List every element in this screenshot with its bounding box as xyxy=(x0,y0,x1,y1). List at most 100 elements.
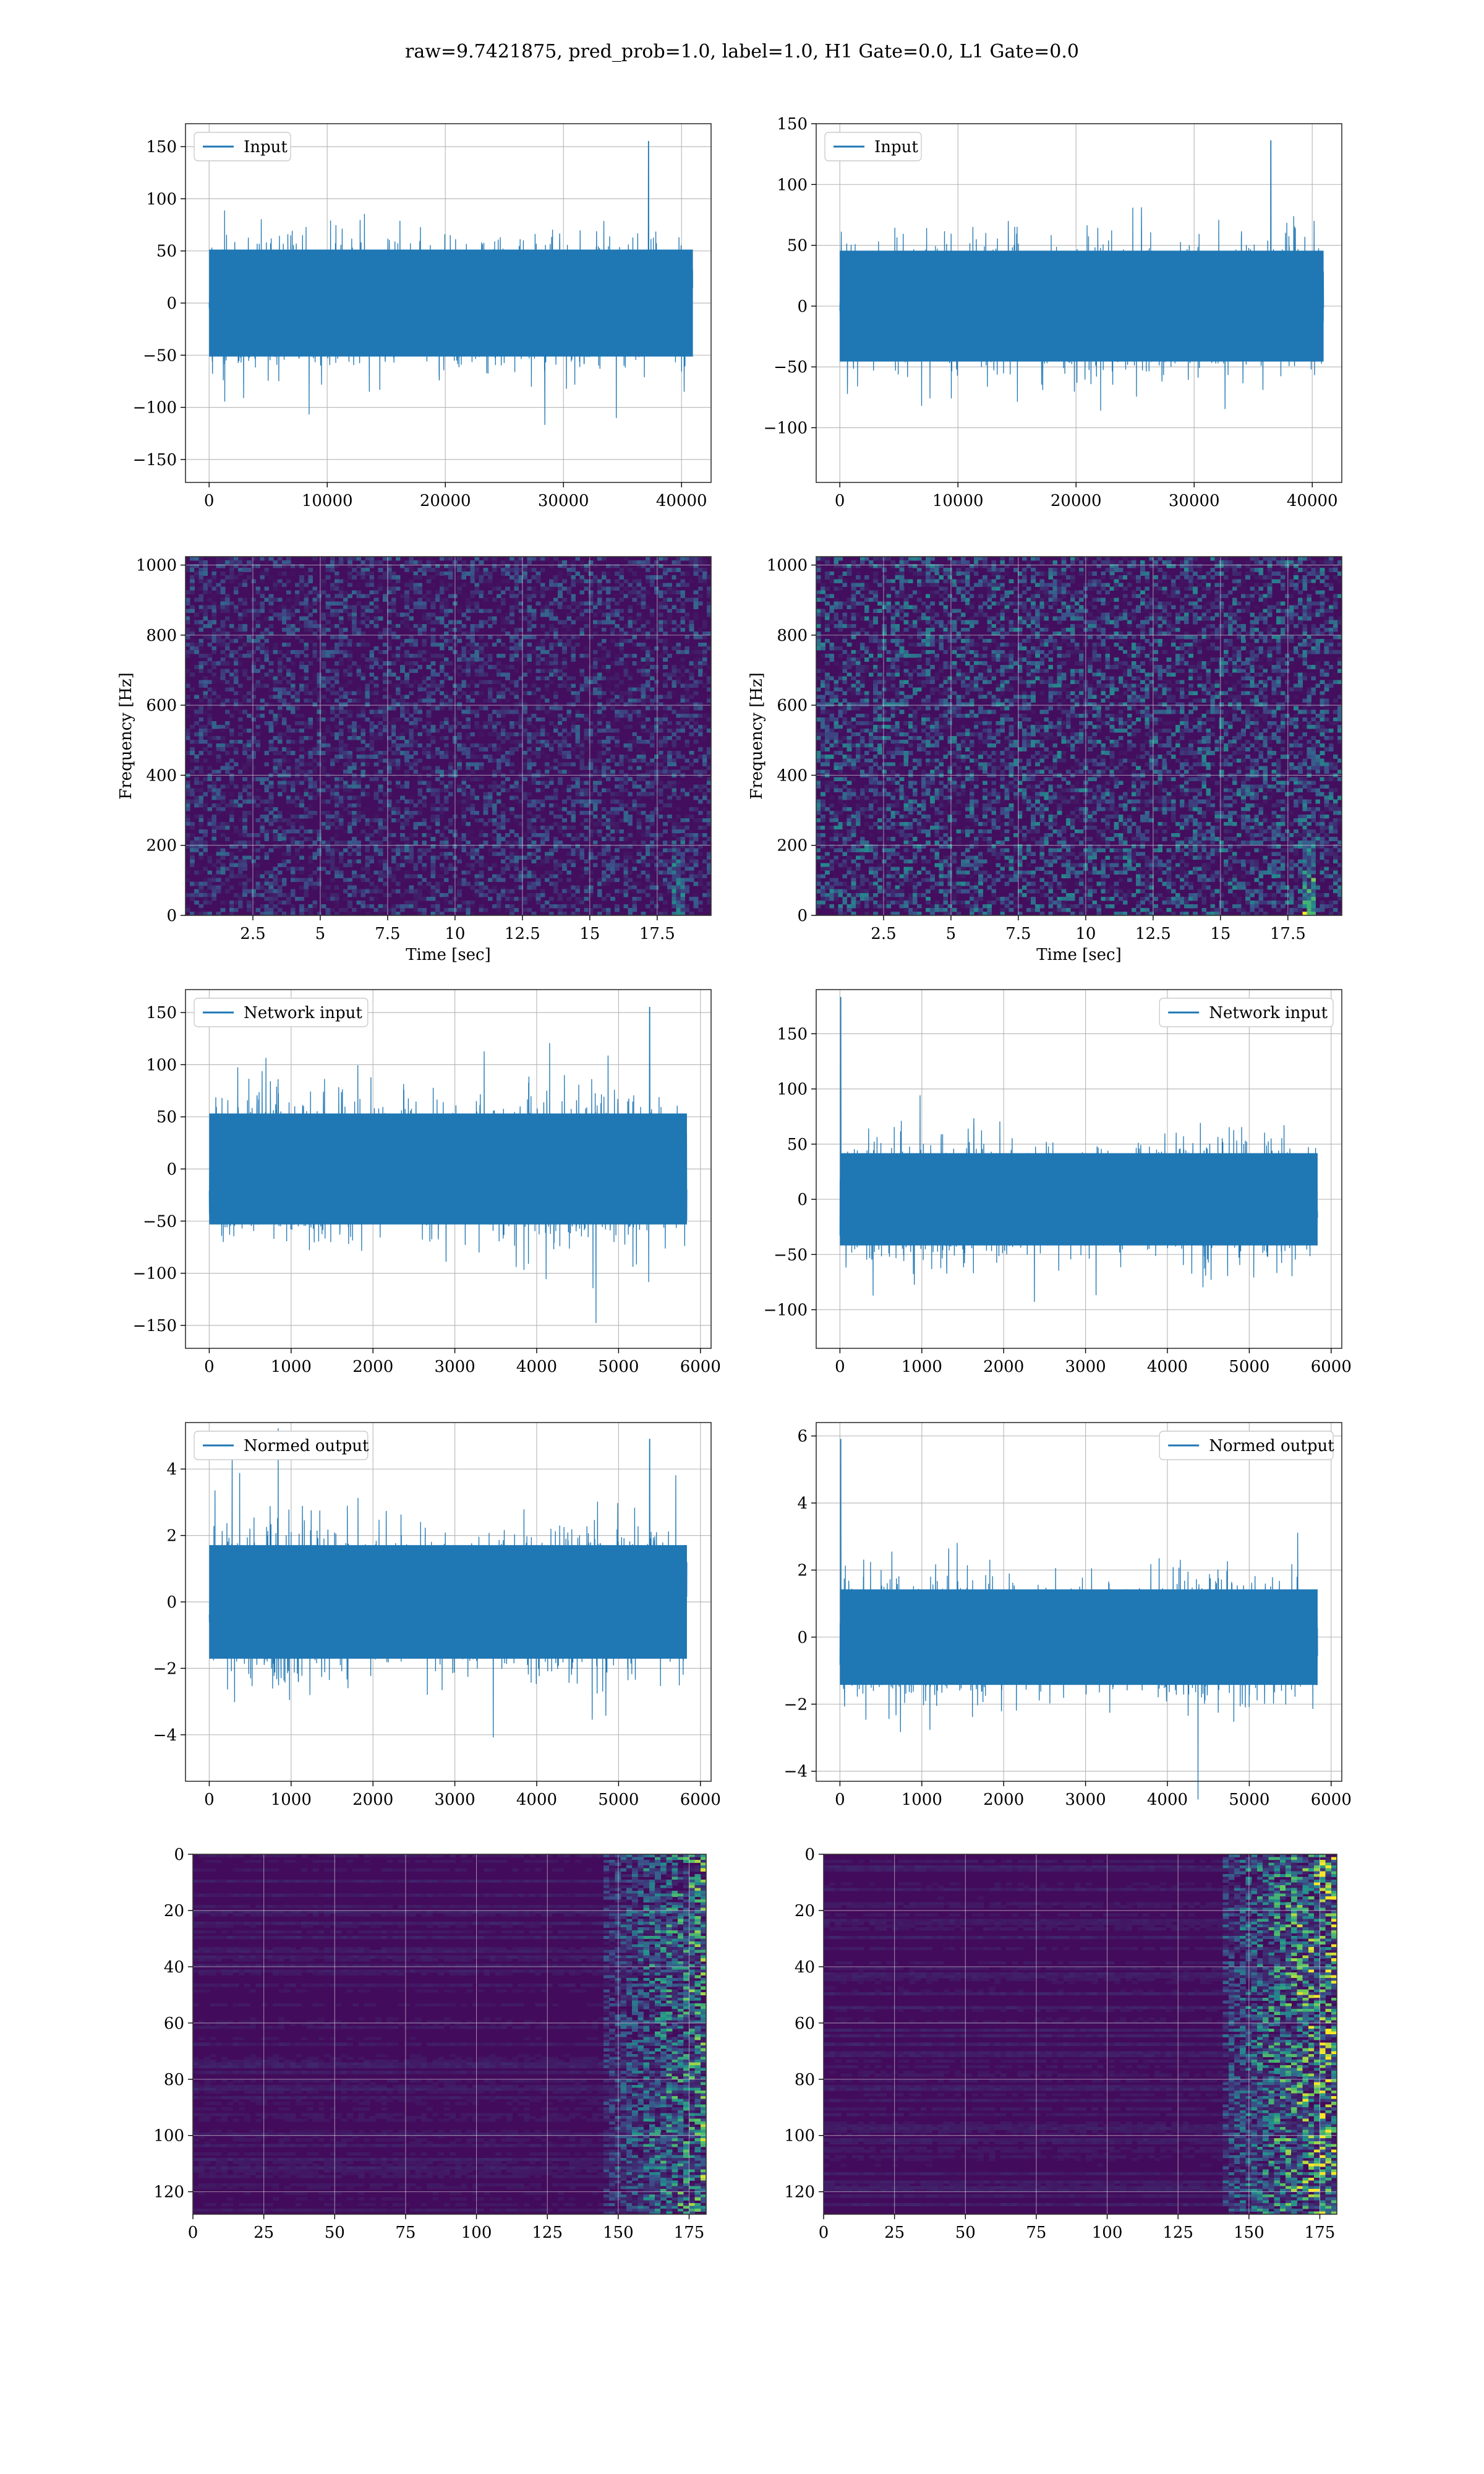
heatmap-cell xyxy=(308,698,313,703)
heatmap-cell xyxy=(365,691,370,696)
heatmap-cell xyxy=(501,747,506,751)
heatmap-cell xyxy=(448,646,453,651)
heatmap-cell xyxy=(378,751,383,755)
heatmap-cell xyxy=(518,560,524,565)
heatmap-cell xyxy=(426,687,432,692)
heatmap-cell xyxy=(623,870,629,875)
heatmap-cell xyxy=(417,654,423,658)
heatmap-cell xyxy=(487,799,493,804)
heatmap-cell xyxy=(479,623,484,628)
heatmap-cell xyxy=(198,597,203,602)
heatmap-cell xyxy=(443,724,449,729)
heatmap-cell xyxy=(378,904,383,909)
heatmap-cell xyxy=(198,665,203,669)
heatmap-cell xyxy=(198,717,203,722)
heatmap-cell xyxy=(264,638,270,643)
heatmap-cell xyxy=(417,560,423,565)
heatmap-cell xyxy=(619,889,624,894)
heatmap-cell xyxy=(457,859,462,864)
heatmap-cell xyxy=(531,841,537,845)
heatmap-cell xyxy=(382,874,388,879)
heatmap-cell xyxy=(247,713,252,718)
heatmap-cell xyxy=(373,709,379,714)
heatmap-cell xyxy=(628,691,633,696)
heatmap-cell xyxy=(304,788,309,793)
heatmap-cell xyxy=(439,597,445,602)
heatmap-cell xyxy=(470,646,475,651)
heatmap-cell xyxy=(597,601,602,606)
heatmap-cell xyxy=(649,821,655,826)
heatmap-cell xyxy=(610,878,615,883)
heatmap-cell xyxy=(448,781,453,785)
heatmap-cell xyxy=(251,911,256,916)
heatmap-cell xyxy=(207,702,213,707)
heatmap-cell xyxy=(510,654,514,658)
heatmap-cell xyxy=(584,564,589,568)
heatmap-cell xyxy=(514,560,519,565)
heatmap-cell xyxy=(391,751,396,755)
heatmap-cell xyxy=(430,885,436,890)
heatmap-cell xyxy=(378,907,383,912)
heatmap-cell xyxy=(422,623,427,628)
heatmap-cell xyxy=(211,605,217,610)
heatmap-cell xyxy=(514,781,519,785)
heatmap-cell xyxy=(273,758,278,763)
heatmap-cell xyxy=(610,736,615,740)
heatmap-cell xyxy=(422,680,427,685)
heatmap-cell xyxy=(386,642,392,647)
heatmap-cell xyxy=(443,676,449,680)
heatmap-cell xyxy=(566,904,571,909)
heatmap-cell xyxy=(348,728,352,733)
heatmap-cell xyxy=(198,826,203,830)
heatmap-cell xyxy=(224,826,230,830)
heatmap-cell xyxy=(413,717,419,722)
heatmap-cell xyxy=(597,642,602,647)
heatmap-cell xyxy=(360,904,366,909)
heatmap-cell xyxy=(299,855,304,860)
heatmap-cell xyxy=(430,852,436,856)
heatmap-cell xyxy=(343,590,348,595)
heatmap-cell xyxy=(291,728,296,733)
heatmap-cell xyxy=(505,709,510,714)
heatmap-cell xyxy=(308,807,313,811)
heatmap-cell xyxy=(386,631,392,636)
heatmap-cell xyxy=(277,751,283,755)
heatmap-cell xyxy=(277,709,283,714)
heatmap-cell xyxy=(369,650,375,654)
heatmap-cell xyxy=(645,740,650,744)
heatmap-cell xyxy=(273,736,278,740)
heatmap-cell xyxy=(404,717,409,722)
heatmap-cell xyxy=(224,784,230,789)
heatmap-cell xyxy=(540,728,545,733)
heatmap-cell xyxy=(286,810,291,815)
heatmap-cell xyxy=(277,818,283,823)
heatmap-cell xyxy=(518,855,524,860)
heatmap-cell xyxy=(544,837,550,841)
heatmap-cell xyxy=(544,650,550,654)
heatmap-cell xyxy=(360,698,366,703)
heatmap-cell xyxy=(457,892,462,897)
heatmap-cell xyxy=(558,590,563,595)
heatmap-cell xyxy=(186,728,190,733)
heatmap-cell xyxy=(312,900,318,905)
heatmap-cell xyxy=(505,706,510,711)
heatmap-cell xyxy=(186,803,190,808)
heatmap-cell xyxy=(470,852,475,856)
heatmap-cell xyxy=(448,911,453,916)
heatmap-cell xyxy=(518,837,524,841)
heatmap-cell xyxy=(439,810,445,815)
heatmap-cell xyxy=(632,661,638,666)
heatmap-cell xyxy=(487,755,493,759)
heatmap-cell xyxy=(295,777,300,782)
heatmap-cell xyxy=(610,821,615,826)
heatmap-cell xyxy=(575,740,581,744)
heatmap-cell xyxy=(233,803,239,808)
heatmap-cell xyxy=(531,818,537,823)
heatmap-cell xyxy=(273,717,278,722)
heatmap-cell xyxy=(426,736,432,740)
heatmap-cell xyxy=(531,724,537,729)
heatmap-cell xyxy=(247,609,252,614)
heatmap-cell xyxy=(404,740,409,744)
heatmap-cell xyxy=(606,590,611,595)
heatmap-cell xyxy=(190,766,195,770)
